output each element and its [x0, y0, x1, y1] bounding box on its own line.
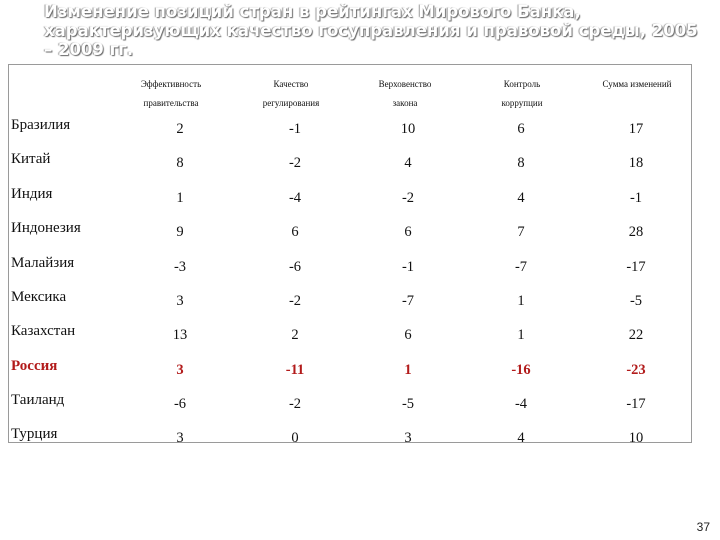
- column-header-corruption-control: Контроль коррупции: [472, 75, 572, 113]
- ratings-table: Эффективность правительства Качество рег…: [8, 64, 692, 446]
- table-cell: -2: [288, 293, 302, 309]
- table-row: Казахстан 13 2 6 1 22: [9, 323, 691, 357]
- table-cell: 9: [176, 224, 184, 240]
- table-cell: 4: [517, 190, 525, 206]
- table-cell: 8: [517, 155, 525, 171]
- table-cell: 22: [628, 327, 644, 343]
- table-row: Бразилия 2 -1 10 6 17: [9, 117, 691, 151]
- table-cell: 1: [176, 190, 184, 206]
- table-cell: 18: [628, 155, 644, 171]
- table-cell: -2: [401, 190, 415, 206]
- table-cell: 17: [628, 121, 644, 137]
- country-name: Индия: [11, 186, 53, 202]
- table-row: Малайзия -3 -6 -1 -7 -17: [9, 255, 691, 289]
- column-header-rule-of-law: Верховенство закона: [355, 75, 455, 113]
- table-cell: 3: [404, 430, 412, 446]
- country-name: Индонезия: [11, 220, 81, 236]
- column-header-line: Эффективность: [140, 79, 202, 89]
- slide-number: 37: [696, 520, 710, 534]
- column-header-line: правительства: [143, 98, 199, 108]
- table-row: Индонезия 9 6 6 7 28: [9, 220, 691, 254]
- table-row: Турция 3 0 3 4 10: [9, 426, 691, 460]
- table-row: Мексика 3 -2 -7 1 -5: [9, 289, 691, 323]
- table-cell: -5: [401, 396, 415, 412]
- table-cell: -1: [401, 259, 415, 275]
- table-cell: -6: [288, 259, 302, 275]
- column-header-line: коррупции: [501, 98, 543, 108]
- table-cell: 0: [291, 430, 299, 446]
- table-cell: -23: [626, 362, 646, 378]
- column-header-sum-of-changes: Сумма изменений: [582, 75, 692, 94]
- table-cell: -1: [629, 190, 643, 206]
- column-header-line: Верховенство: [378, 79, 432, 89]
- table-cell: -4: [288, 190, 302, 206]
- table-cell: -2: [288, 396, 302, 412]
- table-cell: 2: [291, 327, 299, 343]
- table-cell: 6: [404, 224, 412, 240]
- table-cell: 3: [176, 430, 184, 446]
- table-row: Россия 3 -11 1 -16 -23: [9, 358, 691, 392]
- country-name: Казахстан: [11, 323, 76, 339]
- column-header-regulatory-quality: Качество регулирования: [241, 75, 341, 113]
- table-cell: 10: [628, 430, 644, 446]
- table-row: Таиланд -6 -2 -5 -4 -17: [9, 392, 691, 426]
- table-cell: 4: [517, 430, 525, 446]
- page-title: Изменение позиций стран в рейтингах Миро…: [44, 2, 698, 59]
- table-cell: -11: [285, 362, 305, 378]
- table-cell: 6: [291, 224, 299, 240]
- table-row: Индия 1 -4 -2 4 -1: [9, 186, 691, 220]
- country-name: Бразилия: [11, 117, 71, 133]
- table-cell: -2: [288, 155, 302, 171]
- table-cell: -5: [629, 293, 643, 309]
- table-cell: 3: [176, 362, 184, 378]
- column-header-line: закона: [392, 98, 418, 108]
- table-cell: -7: [401, 293, 415, 309]
- table-cell: 28: [628, 224, 644, 240]
- country-name: Россия: [11, 358, 58, 374]
- table-cell: 1: [517, 327, 525, 343]
- table-cell: -1: [288, 121, 302, 137]
- table-cell: 8: [176, 155, 184, 171]
- table-cell: -7: [514, 259, 528, 275]
- country-name: Мексика: [11, 289, 67, 305]
- table-cell: 13: [172, 327, 188, 343]
- table-cell: -4: [514, 396, 528, 412]
- table-cell: 2: [176, 121, 184, 137]
- table-cell: 1: [517, 293, 525, 309]
- table-cell: -16: [511, 362, 531, 378]
- table-cell: 4: [404, 155, 412, 171]
- table-cell: -17: [626, 259, 646, 275]
- column-header-line: Сумма изменений: [602, 79, 672, 89]
- table-cell: 3: [176, 293, 184, 309]
- table-cell: 6: [404, 327, 412, 343]
- column-header-line: регулирования: [262, 98, 320, 108]
- table-cell: -6: [173, 396, 187, 412]
- column-header-government-effectiveness: Эффективность правительства: [121, 75, 221, 113]
- column-header-line: Контроль: [503, 79, 541, 89]
- table-row: Китай 8 -2 4 8 18: [9, 151, 691, 185]
- column-header-line: Качество: [273, 79, 309, 89]
- table-cell: 6: [517, 121, 525, 137]
- table-cell: 10: [400, 121, 416, 137]
- country-name: Малайзия: [11, 255, 75, 271]
- country-name: Китай: [11, 151, 51, 167]
- table-cell: 7: [517, 224, 525, 240]
- country-name: Таиланд: [11, 392, 65, 408]
- table-cell: -17: [626, 396, 646, 412]
- table-header: Эффективность правительства Качество рег…: [9, 65, 691, 111]
- table-cell: 1: [404, 362, 412, 378]
- table-cell: -3: [173, 259, 187, 275]
- country-name: Турция: [11, 426, 58, 442]
